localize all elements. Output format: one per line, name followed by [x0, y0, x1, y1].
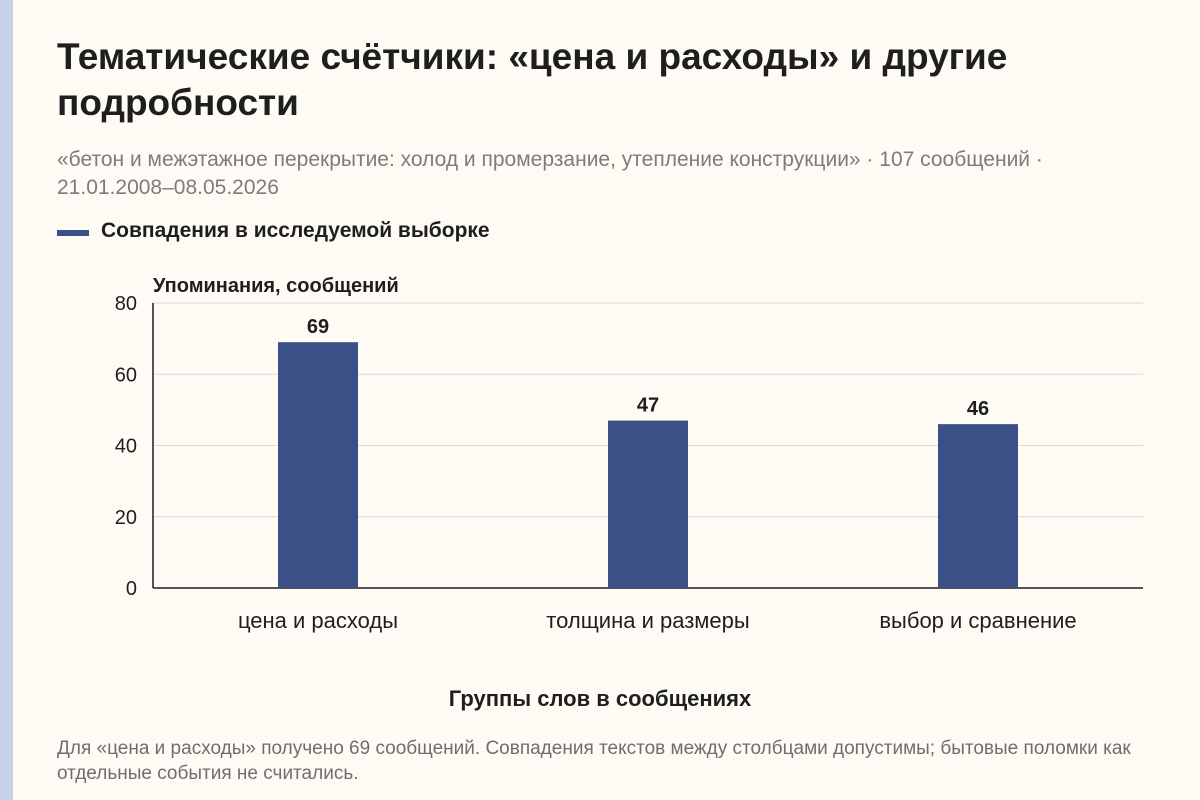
data-label: 47: [637, 395, 659, 417]
legend-swatch: [57, 230, 89, 236]
x-axis-title: Группы слов в сообщениях: [448, 686, 752, 711]
legend: Совпадения в исследуемой выборке: [57, 219, 490, 243]
bar: [608, 420, 688, 588]
bar: [278, 342, 358, 588]
y-tick-label: 40: [115, 436, 137, 458]
legend-label: Совпадения в исследуемой выборке: [101, 219, 490, 242]
y-tick-label: 60: [115, 364, 137, 386]
x-tick-label: толщина и размеры: [546, 608, 749, 633]
x-tick-label: цена и расходы: [238, 608, 398, 633]
y-tick-label: 20: [115, 507, 137, 529]
y-tick-label: 0: [126, 578, 137, 600]
data-label: 46: [967, 398, 989, 420]
x-tick-label: выбор и сравнение: [879, 608, 1076, 633]
y-tick-labels: 0 20 40 60 80: [115, 293, 137, 600]
bars: 69 47 46: [278, 316, 1018, 588]
data-label: 69: [307, 316, 329, 338]
left-accent-strip: [0, 0, 13, 800]
y-tick-label: 80: [115, 293, 137, 315]
x-tick-labels: цена и расходы толщина и размеры выбор и с…: [238, 608, 1077, 633]
chart-title: Тематические счётчики: «цена и расходы» …: [57, 36, 1008, 123]
y-axis-title: Упоминания, сообщений: [153, 275, 399, 297]
chart-subtitle: «бетон и межэтажное перекрытие: холод и …: [57, 148, 1043, 199]
bar: [938, 424, 1018, 588]
footnote: Для «цена и расходы» получено 69 сообщен…: [57, 738, 1131, 784]
